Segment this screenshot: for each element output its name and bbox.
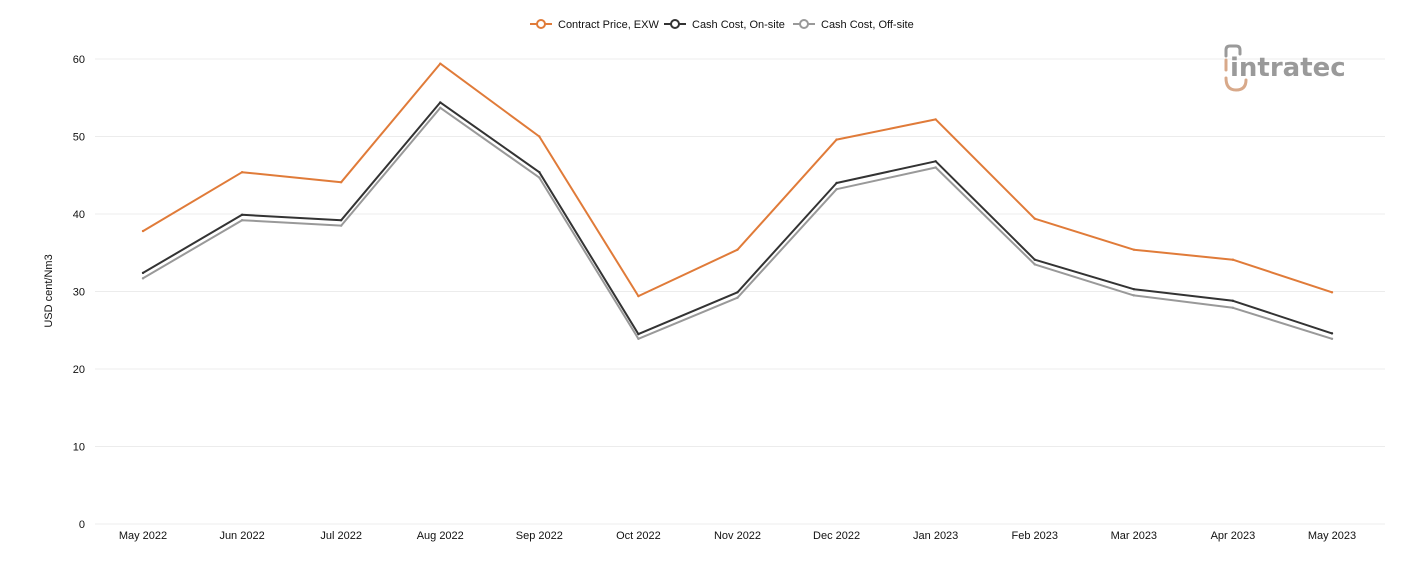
data-point[interactable] xyxy=(1132,248,1136,251)
data-point[interactable] xyxy=(439,62,442,65)
y-tick-label: 10 xyxy=(73,442,85,454)
x-tick-label: Feb 2023 xyxy=(1012,530,1058,542)
x-tick-label: Sep 2022 xyxy=(516,530,563,542)
data-point[interactable] xyxy=(538,176,541,179)
data-point[interactable] xyxy=(934,166,937,169)
data-point[interactable] xyxy=(439,106,442,110)
data-point[interactable] xyxy=(835,138,838,141)
data-point[interactable] xyxy=(240,219,244,222)
data-point[interactable] xyxy=(240,213,244,216)
x-axis: May 2022 Jun 2022 Jul 2022 Aug 2022 Sep 2022… xyxy=(119,530,1356,542)
data-point[interactable] xyxy=(1231,258,1235,261)
data-point[interactable] xyxy=(637,332,640,336)
legend[interactable]: Contract Price, EXW Cash Cost, On-site Cas… xyxy=(530,19,914,31)
legend-label: Cash Cost, On-site xyxy=(692,19,785,31)
data-point[interactable] xyxy=(934,160,937,163)
legend-label: Contract Price, EXW xyxy=(558,19,659,31)
data-point[interactable] xyxy=(637,294,640,298)
x-tick-label: Jul 2022 xyxy=(320,530,362,542)
data-point[interactable] xyxy=(538,170,541,174)
legend-item[interactable]: Contract Price, EXW xyxy=(530,19,659,31)
logo-mark-icon xyxy=(1224,44,1248,92)
data-point[interactable] xyxy=(736,291,739,294)
data-point[interactable] xyxy=(1033,217,1036,220)
data-point[interactable] xyxy=(1330,291,1334,294)
data-point[interactable] xyxy=(339,181,343,184)
data-point[interactable] xyxy=(339,219,343,222)
legend-marker-icon xyxy=(670,19,680,29)
x-tick-label: May 2022 xyxy=(119,530,167,542)
legend-item[interactable]: Cash Cost, On-site xyxy=(664,19,785,31)
legend-marker-icon xyxy=(799,19,809,29)
y-tick-label: 20 xyxy=(73,364,85,376)
data-point[interactable] xyxy=(1330,337,1334,340)
y-axis: 0 10 20 30 40 50 60 xyxy=(73,54,85,531)
data-point[interactable] xyxy=(1033,263,1036,266)
series-line-0 xyxy=(142,62,1333,298)
x-tick-label: Mar 2023 xyxy=(1111,530,1157,542)
series-line-2 xyxy=(142,106,1333,340)
data-point[interactable] xyxy=(835,181,838,185)
data-point[interactable] xyxy=(736,248,739,251)
data-point[interactable] xyxy=(538,135,541,138)
y-tick-label: 60 xyxy=(73,54,85,66)
data-point[interactable] xyxy=(1132,294,1136,297)
y-tick-label: 30 xyxy=(73,287,85,299)
data-point[interactable] xyxy=(637,337,640,340)
data-point[interactable] xyxy=(141,277,145,280)
legend-label: Cash Cost, Off-site xyxy=(821,19,914,31)
data-point[interactable] xyxy=(1231,299,1235,302)
x-tick-label: Oct 2022 xyxy=(616,530,661,542)
data-point[interactable] xyxy=(1132,287,1136,291)
data-point[interactable] xyxy=(736,296,739,299)
data-point[interactable] xyxy=(240,170,244,174)
data-point[interactable] xyxy=(934,118,937,121)
data-point[interactable] xyxy=(339,224,343,227)
x-tick-label: Nov 2022 xyxy=(714,530,761,542)
logo-text: intratec xyxy=(1230,53,1346,83)
data-point[interactable] xyxy=(1330,332,1334,335)
x-tick-label: Jan 2023 xyxy=(913,530,958,542)
data-point[interactable] xyxy=(835,188,838,191)
y-tick-label: 0 xyxy=(79,519,85,531)
data-point[interactable] xyxy=(1033,258,1036,261)
x-tick-label: May 2023 xyxy=(1308,530,1356,542)
x-tick-label: Dec 2022 xyxy=(813,530,860,542)
legend-marker-icon xyxy=(536,19,546,29)
series-line-1 xyxy=(142,101,1333,336)
x-tick-label: Apr 2023 xyxy=(1211,530,1256,542)
intratec-logo: intratec xyxy=(1224,44,1346,92)
data-point[interactable] xyxy=(439,101,442,104)
legend-item[interactable]: Cash Cost, Off-site xyxy=(793,19,914,31)
y-tick-label: 50 xyxy=(73,132,85,144)
y-tick-label: 40 xyxy=(73,209,85,221)
grid xyxy=(95,58,1385,525)
x-tick-label: Aug 2022 xyxy=(417,530,464,542)
data-point[interactable] xyxy=(141,229,145,233)
series xyxy=(141,62,1334,340)
x-tick-label: Jun 2022 xyxy=(219,530,264,542)
data-point[interactable] xyxy=(141,271,145,275)
data-point[interactable] xyxy=(1231,306,1235,309)
y-axis-title: USD cent/Nm3 xyxy=(43,254,55,327)
